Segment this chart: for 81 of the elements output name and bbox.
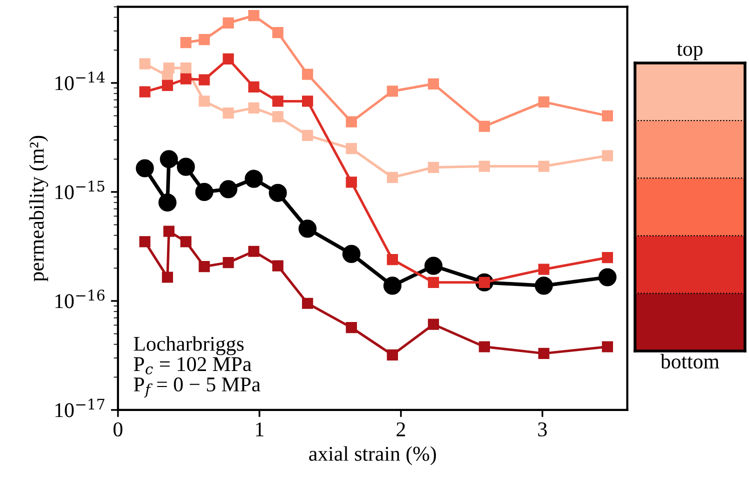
point [272,260,284,272]
point [248,102,260,114]
point [180,36,192,48]
point [538,264,550,275]
point [538,348,550,359]
point [248,246,260,257]
point [602,110,614,122]
point [346,116,357,128]
point [272,27,284,38]
y-tick-label: 10$^{−14}$ [55,72,105,90]
x-tick-label: 1 [256,422,264,436]
y-tick-label: 10$^{−17}$ [55,398,104,418]
text: top [676,44,702,60]
point [198,34,210,46]
y-tick-label: 10$^{−16}$ [55,290,105,308]
point [424,256,442,275]
point [302,298,314,309]
point [248,81,260,92]
point [534,276,553,295]
point [176,158,195,176]
point [538,160,550,172]
point [268,184,287,202]
point [139,58,150,70]
point [478,341,490,352]
point [302,96,314,107]
point [598,268,617,286]
point [302,68,314,80]
point [160,150,178,168]
point [136,159,154,178]
point [139,236,150,248]
point [478,120,490,132]
point [298,220,317,238]
point [386,86,398,97]
point [386,349,398,360]
point [302,130,314,141]
x-tick-label: 2 [396,422,405,436]
point [180,236,192,248]
y-tick-label: 10$^{−15}$ [55,180,104,200]
point [428,162,440,173]
point [158,193,177,212]
point [180,73,192,84]
point [163,62,174,74]
x-tick-label: 3 [538,422,547,436]
point [272,96,284,107]
point [346,143,357,154]
y-axis-title: permeability (m²) [29,136,48,282]
point [346,176,357,188]
point [346,322,357,334]
x-tick-label: 0 [114,422,122,436]
point [195,182,214,201]
point [163,226,174,237]
point [538,96,550,108]
point [219,180,238,198]
point [428,78,440,90]
x-axis-title: axial strain (%) [309,446,436,466]
point [386,172,398,183]
point [602,252,614,264]
annotation: Locharbriggs P$_{c}$ = 102 MPa P$_{f}$ = 0 − 5 MPa [134,336,260,398]
point [244,170,263,188]
point [602,341,614,352]
point [180,62,192,74]
point [248,10,260,22]
point [602,150,614,162]
point [386,254,398,266]
point [198,260,210,272]
point [428,276,440,288]
point [139,86,150,98]
point [222,53,234,65]
point [162,272,174,283]
point [272,111,284,122]
point [222,107,234,119]
text: bottom [660,354,720,369]
point [162,80,174,91]
point [198,74,210,86]
point [222,17,234,29]
point [478,160,490,172]
point [198,96,210,107]
point [383,276,402,295]
point [428,318,440,330]
point [342,244,360,263]
point [222,257,234,268]
